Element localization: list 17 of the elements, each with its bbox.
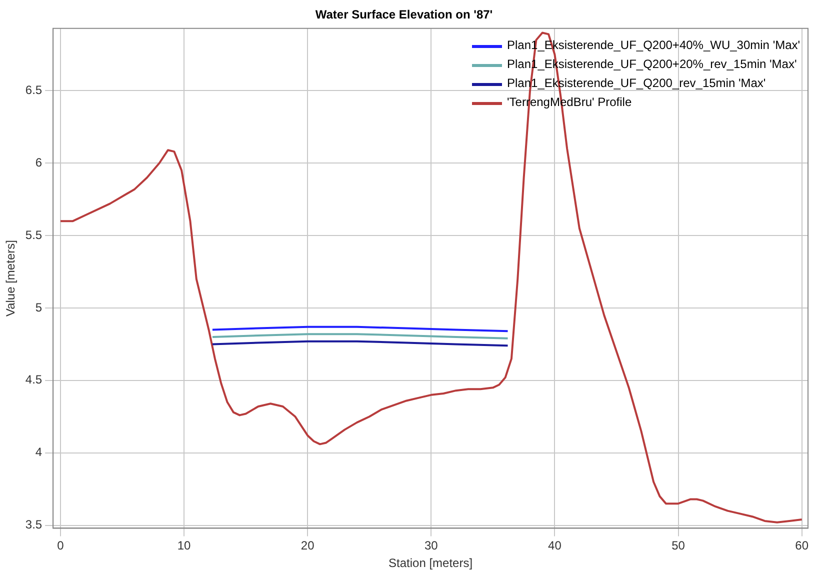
y-tick-label: 6.5 [25,83,42,98]
y-tick-label: 5 [35,300,42,314]
x-tick-label: 60 [795,538,809,553]
chart-title: Water Surface Elevation on '87' [315,8,493,22]
y-tick-label: 4.5 [25,372,42,387]
x-tick-label: 40 [548,538,562,553]
x-tick-label: 0 [57,538,64,553]
x-axis-title: Station [meters] [388,556,473,570]
x-tick-label: 30 [424,538,438,553]
x-tick-label: 10 [177,538,192,553]
y-tick-label: 4 [35,445,42,460]
x-tick-label: 50 [672,538,686,553]
y-tick-label: 6 [35,155,42,170]
y-tick-label: 3.5 [25,518,42,532]
x-tick-label: 20 [300,538,315,553]
y-axis-title: Value [meters] [4,240,18,317]
y-tick-label: 5.5 [25,228,42,242]
